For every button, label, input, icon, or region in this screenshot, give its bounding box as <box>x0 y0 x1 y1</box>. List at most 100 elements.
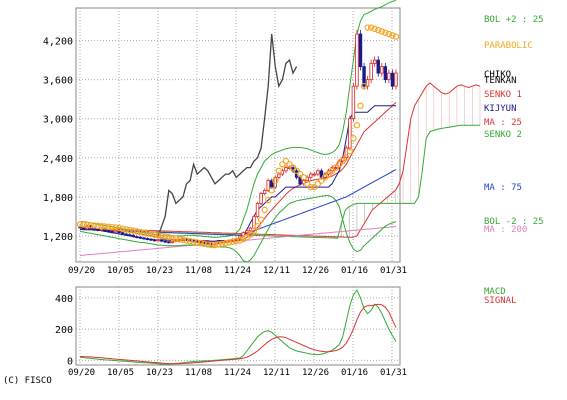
parabolic-dot <box>229 238 236 246</box>
parabolic-dot <box>225 239 233 246</box>
candle-body <box>170 240 175 243</box>
candle-body <box>120 232 125 235</box>
parabolic-dot <box>343 154 350 161</box>
parabolic-dot <box>101 223 109 230</box>
price-x-tick-label: 01/16 <box>341 266 368 276</box>
parabolic-dot <box>307 183 314 191</box>
parabolic-dot <box>208 241 215 249</box>
candle-body <box>309 173 313 178</box>
parabolic-dot <box>115 224 123 232</box>
parabolic-dot <box>144 230 151 237</box>
candle-body <box>135 236 139 239</box>
candle-body <box>145 238 150 240</box>
candle-body <box>277 173 281 178</box>
candle-body <box>376 59 380 74</box>
parabolic-dot <box>353 122 361 129</box>
parabolic-dot <box>250 227 258 234</box>
parabolic-dot <box>233 237 240 245</box>
legend-label: TENKAN <box>484 76 517 86</box>
parabolic-dot <box>328 167 336 175</box>
legend-label: MA : 200 <box>484 225 527 235</box>
candle-body <box>110 230 114 233</box>
parabolic-dot <box>346 148 354 155</box>
price-y-tick-label: 2,400 <box>43 154 73 165</box>
parabolic-dot <box>151 231 158 238</box>
parabolic-dot <box>254 222 261 230</box>
candle-body <box>355 33 359 87</box>
macd-legend-label: SIGNAL <box>484 296 517 306</box>
parabolic-dot <box>389 32 396 39</box>
parabolic-dot <box>154 232 162 239</box>
price-x-tick-label: 01/31 <box>380 266 407 276</box>
macd-panel-frame <box>75 286 401 366</box>
candle-body <box>262 189 267 195</box>
price-x-tick-label: 10/05 <box>107 266 134 276</box>
candle-body <box>113 230 118 233</box>
parabolic-dot <box>335 161 343 168</box>
parabolic-dot <box>300 174 307 181</box>
legend-label: PARABOLIC <box>484 41 533 51</box>
legend-label: SENKO 1 <box>484 90 522 100</box>
legend-label: CHIKO <box>484 70 511 80</box>
candle-body <box>106 230 111 233</box>
macd-x-tick-label: 12/11 <box>263 368 290 378</box>
parabolic-dot <box>360 82 368 90</box>
price-x-tick-label: 11/24 <box>224 266 251 276</box>
macd-y-tick-label: 400 <box>55 294 73 305</box>
price-x-tick-label: 12/26 <box>302 266 329 276</box>
parabolic-dot <box>119 225 126 232</box>
candle-body <box>241 232 246 237</box>
candle-body <box>319 170 324 178</box>
parabolic-dot <box>186 237 194 245</box>
parabolic-dot <box>318 177 325 184</box>
candle-body <box>152 239 157 242</box>
macd-x-tick-label: 01/16 <box>341 368 368 378</box>
parabolic-dot <box>130 227 137 234</box>
candle-body <box>380 66 384 74</box>
candle-body <box>383 66 388 81</box>
copyright-label: (C) FISCO <box>3 376 52 386</box>
parabolic-dot <box>215 241 222 248</box>
chiko-line <box>157 34 298 237</box>
parabolic-dot <box>197 239 204 247</box>
parabolic-dot <box>172 235 180 242</box>
candle-body <box>156 239 160 242</box>
parabolic-dot <box>375 26 382 34</box>
parabolic-dot <box>282 157 290 165</box>
parabolic-dot <box>218 240 226 247</box>
legend-label: BOL +2 : 25 <box>484 15 544 25</box>
parabolic-dot <box>279 161 286 168</box>
parabolic-dot <box>314 180 322 188</box>
macd-legend-label: MACD <box>484 287 506 297</box>
macd-x-tick-label: 01/31 <box>380 368 407 378</box>
price-x-tick-label: 12/11 <box>263 266 290 276</box>
parabolic-dot <box>321 174 329 181</box>
parabolic-dot <box>122 226 130 233</box>
legend-label: BOL -2 : 25 <box>484 217 544 227</box>
parabolic-dot <box>158 232 165 240</box>
parabolic-dot <box>367 24 375 31</box>
candle-body <box>128 234 132 237</box>
price-y-tick-label: 3,600 <box>43 76 73 87</box>
macd-x-tick-label: 12/26 <box>302 368 329 378</box>
candle-body <box>159 239 164 242</box>
candle-body <box>358 33 363 68</box>
legend-label: MA : 75 <box>484 183 522 193</box>
parabolic-dot <box>126 226 133 234</box>
parabolic-dot <box>179 236 187 244</box>
parabolic-dot <box>105 223 112 231</box>
candle-body <box>138 236 143 239</box>
parabolic-dot <box>264 196 272 204</box>
candle-body <box>270 180 274 188</box>
candle-body <box>333 167 338 169</box>
parabolic-dot <box>94 222 101 230</box>
parabolic-dot <box>275 167 283 175</box>
price-x-tick-label: 09/20 <box>68 266 95 276</box>
candle-body <box>124 233 128 236</box>
parabolic-dot <box>286 161 293 168</box>
parabolic-dot <box>382 29 389 36</box>
parabolic-dot <box>378 28 385 35</box>
parabolic-dot <box>311 183 318 191</box>
parabolic-dot <box>193 239 201 246</box>
candle-body <box>372 59 377 64</box>
